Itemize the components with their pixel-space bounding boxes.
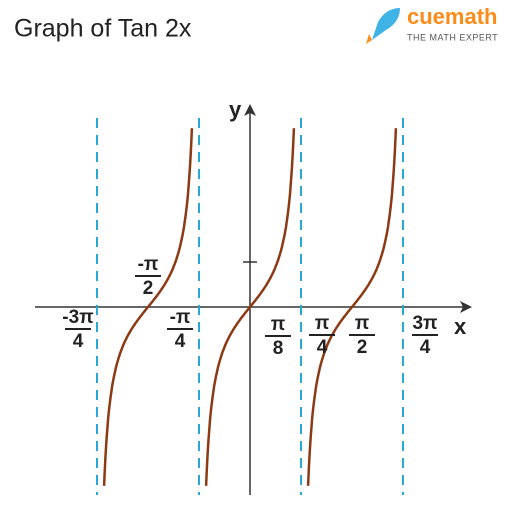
label-numerator: -π: [170, 307, 191, 328]
tan-curve: [204, 128, 296, 486]
x-arrow: [460, 301, 472, 313]
label-denominator: 4: [317, 337, 328, 358]
logo: cuemath THE MATH EXPERT: [366, 4, 498, 44]
label-numerator: -π: [138, 254, 159, 275]
tan-curve: [102, 128, 194, 486]
y-axis-label: y: [229, 97, 242, 122]
logo-name: cuemath: [407, 4, 497, 29]
y-arrow: [244, 104, 256, 116]
plot: x y: [35, 97, 472, 495]
tan-curve: [306, 128, 398, 486]
label-numerator: π: [271, 314, 286, 335]
label-denominator: 8: [273, 338, 284, 359]
rocket-flame: [366, 34, 372, 44]
logo-tagline: THE MATH EXPERT: [407, 32, 498, 42]
title: Graph of Tan 2x: [14, 15, 192, 43]
label-numerator: 3π: [412, 313, 438, 334]
rocket: [372, 8, 400, 40]
label-denominator: 2: [143, 278, 154, 299]
label-denominator: 4: [420, 337, 431, 358]
label-denominator: 4: [73, 331, 84, 352]
x-axis-label: x: [454, 314, 467, 339]
label-denominator: 2: [357, 337, 368, 358]
label-numerator: π: [315, 313, 330, 334]
label-numerator: π: [355, 313, 370, 334]
label-denominator: 4: [175, 331, 186, 352]
label-numerator: -3π: [62, 307, 94, 328]
